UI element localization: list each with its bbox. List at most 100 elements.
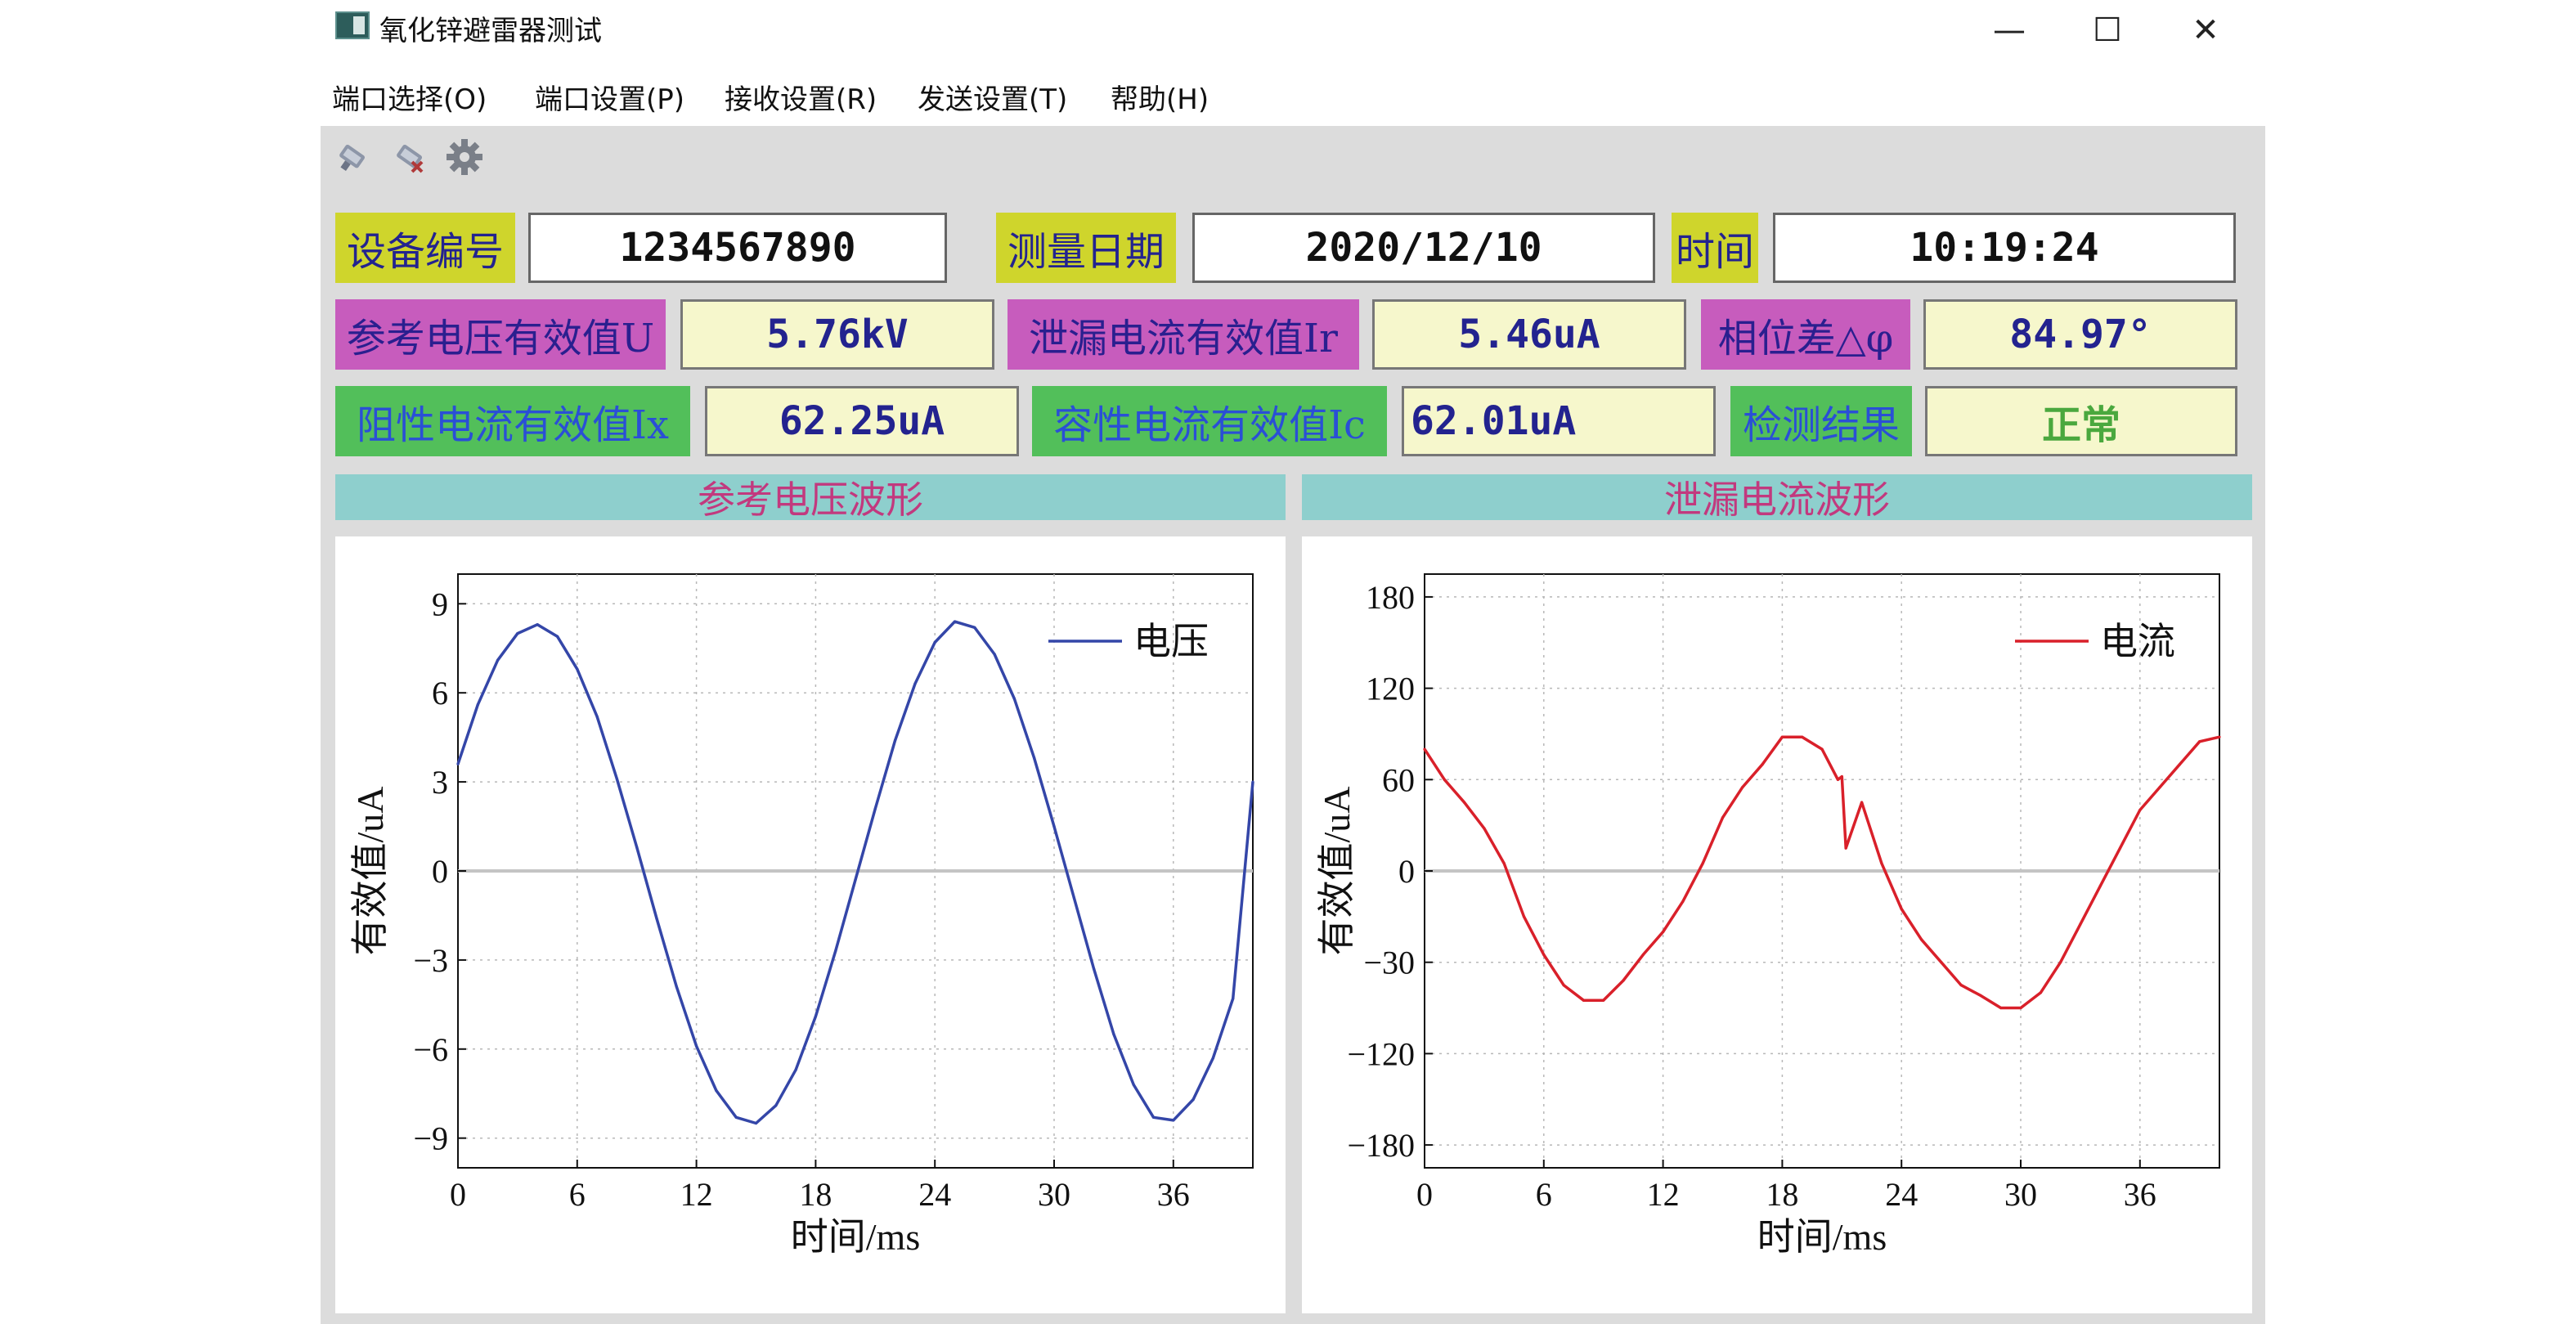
legend-label: 电压 bbox=[1133, 621, 1209, 662]
x-tick-label: 36 bbox=[1157, 1176, 1190, 1213]
x-tick-label: 30 bbox=[2004, 1176, 2037, 1213]
disconnect-icon[interactable] bbox=[386, 134, 432, 180]
y-tick-label: 6 bbox=[432, 675, 448, 711]
data-point bbox=[1562, 984, 1565, 987]
x-tick-label: 24 bbox=[918, 1176, 951, 1213]
data-point bbox=[873, 807, 877, 810]
menu-send-settings[interactable]: 发送设置(T) bbox=[918, 83, 1068, 116]
y-tick-label: 0 bbox=[432, 853, 448, 890]
data-point bbox=[953, 620, 957, 623]
close-button[interactable]: ✕ bbox=[2192, 11, 2219, 49]
data-point bbox=[834, 949, 837, 953]
x-tick-label: 12 bbox=[1647, 1176, 1680, 1213]
x-tick-label: 12 bbox=[680, 1176, 713, 1213]
result-label: 检测结果 bbox=[1730, 386, 1912, 456]
data-point bbox=[854, 878, 857, 882]
data-point bbox=[1192, 1097, 1195, 1102]
data-point bbox=[1641, 953, 1645, 956]
device-no-field[interactable]: 1234567890 bbox=[528, 213, 947, 283]
data-point bbox=[734, 1115, 738, 1119]
data-point bbox=[1052, 824, 1056, 828]
x-tick-label: 0 bbox=[450, 1176, 466, 1213]
y-tick-label: −30 bbox=[1363, 945, 1415, 981]
current-waveform-header: 泄漏电流波形 bbox=[1302, 474, 2252, 522]
x-axis-label: 时间/ms bbox=[1757, 1216, 1887, 1258]
x-tick-label: 30 bbox=[1038, 1176, 1070, 1213]
data-point bbox=[1999, 1006, 2003, 1010]
y-tick-label: −3 bbox=[413, 942, 448, 979]
data-point bbox=[774, 1104, 778, 1107]
data-point bbox=[635, 846, 639, 849]
data-point bbox=[576, 667, 579, 671]
data-point bbox=[1959, 984, 1963, 987]
x-tick-label: 36 bbox=[2124, 1176, 2156, 1213]
data-point bbox=[1701, 862, 1704, 865]
maximize-button[interactable]: ☐ bbox=[2093, 11, 2122, 49]
data-point bbox=[1211, 1057, 1214, 1060]
data-point bbox=[655, 917, 658, 920]
menu-help[interactable]: 帮助(H) bbox=[1111, 83, 1209, 116]
data-point bbox=[1232, 997, 1235, 1000]
data-point bbox=[1880, 862, 1883, 865]
data-point bbox=[1151, 1115, 1156, 1119]
menu-receive-settings[interactable]: 接收设置(R) bbox=[725, 83, 877, 116]
capacitive-current-label: 容性电流有效值Ic bbox=[1032, 386, 1387, 456]
data-point bbox=[973, 626, 976, 629]
y-tick-label: −180 bbox=[1347, 1127, 1415, 1164]
data-point bbox=[1780, 735, 1784, 738]
leak-current-label: 泄漏电流有效值Ir bbox=[1008, 299, 1359, 370]
menu-port-settings[interactable]: 端口设置(P) bbox=[535, 83, 685, 116]
data-point bbox=[814, 1015, 818, 1018]
data-point bbox=[1172, 1119, 1175, 1122]
menu-port-select[interactable]: 端口选择(O) bbox=[332, 83, 487, 116]
data-point bbox=[1443, 778, 1446, 781]
data-point bbox=[1820, 747, 1824, 751]
minimize-button[interactable]: — bbox=[1993, 11, 2026, 49]
y-tick-label: 3 bbox=[432, 764, 448, 801]
data-point bbox=[2019, 1006, 2022, 1010]
y-tick-label: 120 bbox=[1366, 671, 1415, 707]
x-tick-label: 24 bbox=[1885, 1176, 1918, 1213]
data-point bbox=[894, 738, 897, 742]
x-tick-label: 6 bbox=[569, 1176, 586, 1213]
data-point bbox=[794, 1068, 797, 1071]
data-point bbox=[1012, 697, 1016, 701]
legend-label: 电流 bbox=[2100, 621, 2175, 662]
data-point bbox=[993, 653, 996, 656]
data-point bbox=[2138, 808, 2142, 812]
data-point bbox=[2079, 922, 2082, 926]
x-tick-label: 18 bbox=[1766, 1176, 1798, 1213]
window-title: 氧化锌避雷器测试 bbox=[379, 15, 602, 47]
data-point bbox=[1072, 896, 1075, 900]
resistive-current-value: 62.25uA bbox=[705, 386, 1019, 456]
y-tick-label: −6 bbox=[413, 1031, 448, 1068]
phase-diff-value: 84.97° bbox=[1923, 299, 2237, 370]
time-label: 时间 bbox=[1672, 213, 1758, 283]
phase-diff-label: 相位差△φ bbox=[1701, 299, 1910, 370]
current-chart: 0 6 12 18 24 30 36 −180 −120 −30 0 60 120 180 时间/ms 有效值… bbox=[1316, 573, 2221, 1258]
y-tick-label: 9 bbox=[432, 586, 448, 622]
gear-icon[interactable] bbox=[442, 134, 487, 180]
data-point bbox=[1860, 801, 1864, 804]
connect-icon[interactable] bbox=[329, 134, 375, 180]
title-bar: 氧化锌避雷器测试 — ☐ ✕ bbox=[321, 0, 2265, 64]
app-icon bbox=[335, 11, 370, 39]
x-axis-label: 时间/ms bbox=[791, 1216, 920, 1258]
y-tick-label: 180 bbox=[1366, 579, 1415, 616]
data-point bbox=[1582, 999, 1585, 1002]
data-point bbox=[1502, 862, 1506, 865]
data-point bbox=[1483, 827, 1486, 830]
app-window: 氧化锌避雷器测试 — ☐ ✕ 端口选择(O) 端口设置(P) 接收设置(R) 发… bbox=[321, 0, 2265, 1324]
data-point bbox=[695, 1044, 698, 1048]
data-point bbox=[1132, 1083, 1135, 1086]
time-field[interactable]: 10:19:24 bbox=[1773, 213, 2236, 283]
data-point bbox=[1093, 967, 1096, 971]
data-point bbox=[1622, 979, 1625, 982]
data-point bbox=[913, 682, 917, 685]
data-point bbox=[555, 635, 559, 638]
date-field[interactable]: 2020/12/10 bbox=[1192, 213, 1655, 283]
data-point bbox=[516, 632, 519, 635]
data-point bbox=[1602, 999, 1605, 1002]
voltage-waveform-header: 参考电压波形 bbox=[335, 474, 1286, 522]
